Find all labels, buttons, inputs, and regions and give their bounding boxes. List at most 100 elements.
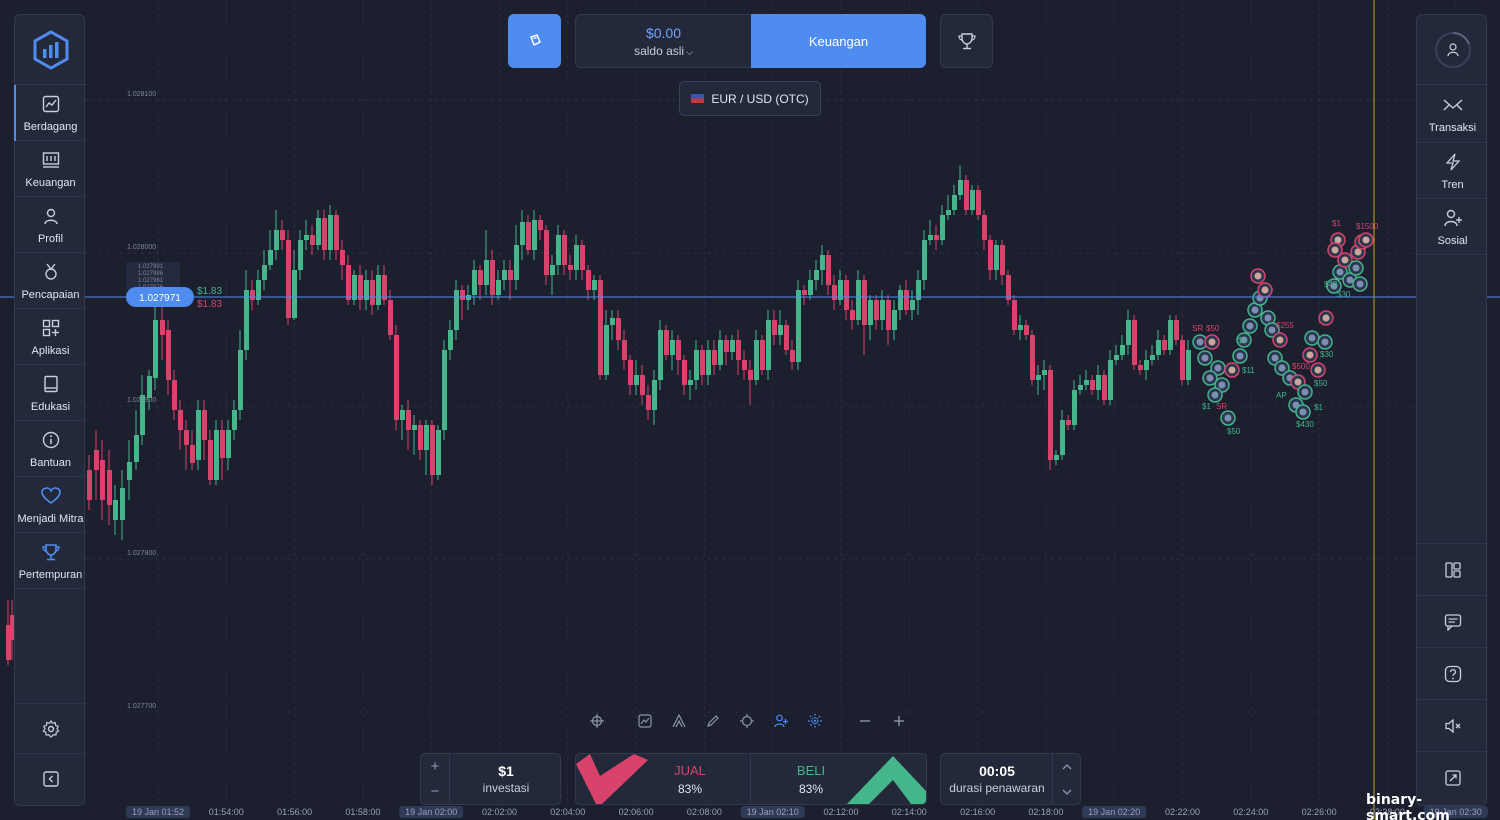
candle — [1144, 350, 1149, 380]
candle — [87, 455, 92, 510]
hot-trades-tool[interactable] — [798, 708, 832, 734]
candle — [448, 320, 453, 360]
sell-button[interactable]: JUAL 83% — [576, 754, 751, 804]
sound-toggle-button[interactable] — [1417, 699, 1488, 751]
candle — [682, 355, 687, 395]
candle — [382, 265, 387, 305]
candle — [784, 320, 789, 355]
crosshair-tool[interactable] — [580, 708, 614, 734]
tournament-button[interactable] — [940, 14, 993, 68]
buy-button[interactable]: BELI 83% — [751, 754, 926, 804]
user-profile-button[interactable] — [1417, 15, 1488, 85]
time-axis-label: 01:54:00 — [209, 807, 244, 817]
nav-bantuan[interactable]: Bantuan — [15, 421, 86, 477]
logo[interactable] — [15, 15, 86, 85]
time-axis-label: 19 Jan 02:20 — [1088, 807, 1140, 817]
wallet-button[interactable] — [508, 14, 561, 68]
candle — [358, 265, 363, 310]
candle — [730, 335, 735, 360]
trade-bubble — [1352, 276, 1368, 292]
nav-berdagang[interactable]: Berdagang — [14, 85, 86, 141]
candle — [1174, 315, 1179, 345]
candle — [1120, 335, 1125, 360]
candle — [208, 430, 213, 485]
trade-bubble-label: $30 — [1337, 290, 1351, 299]
candle — [172, 370, 177, 420]
investment-field[interactable]: $1 investasi — [482, 763, 530, 795]
crosshair-icon — [590, 714, 604, 728]
trade-bubble — [1250, 268, 1266, 284]
candle — [454, 280, 459, 340]
settings-button[interactable] — [15, 703, 86, 753]
candle — [490, 250, 495, 305]
candle — [178, 400, 183, 450]
nav-keuangan[interactable]: Keuangan — [15, 141, 86, 197]
fullscreen-button[interactable] — [1417, 751, 1488, 803]
social-trading-tool[interactable] — [764, 708, 798, 734]
collapse-sidebar-button[interactable] — [15, 753, 86, 803]
zoom-out-button[interactable] — [848, 708, 882, 734]
trade-bubble-label: $5 — [1238, 336, 1247, 345]
candle — [580, 240, 585, 280]
nav-edukasi[interactable]: Edukasi — [15, 365, 86, 421]
medal-icon — [40, 261, 62, 283]
layout-button[interactable] — [1417, 543, 1488, 595]
candle — [1180, 335, 1185, 385]
nav-menjadi-mitra[interactable]: Menjadi Mitra — [15, 477, 86, 533]
trade-bubble-label: SR — [1192, 324, 1203, 333]
duration-field[interactable]: 00:05 durasi penawaran — [949, 763, 1045, 795]
balance-selector[interactable]: $0.00 saldo asli ⌵ — [575, 14, 751, 68]
candle — [628, 355, 633, 395]
asset-selector[interactable]: EUR / USD (OTC) — [679, 81, 821, 116]
trade-bubble — [1274, 360, 1290, 376]
indicators-tool[interactable] — [662, 708, 696, 734]
help-button[interactable] — [1417, 647, 1488, 699]
trade-bubble-label: $1 — [1202, 402, 1211, 411]
trade-bubble — [1310, 362, 1326, 378]
duration-increase-button[interactable] — [1053, 754, 1081, 779]
add-user-icon — [1442, 207, 1464, 229]
price-axis-label: 1.027900 — [127, 397, 156, 404]
nav-sosial[interactable]: Sosial — [1417, 199, 1488, 255]
candle — [532, 210, 537, 260]
trade-bubble-label: SR — [1216, 402, 1227, 411]
nav-tren[interactable]: Tren — [1417, 143, 1488, 199]
trade-bubble-label: AP — [1276, 391, 1287, 400]
candle — [1168, 315, 1173, 355]
duration-decrease-button[interactable] — [1053, 779, 1081, 804]
chat-button[interactable] — [1417, 595, 1488, 647]
drawing-tool[interactable] — [696, 708, 730, 734]
trade-bubble — [1202, 370, 1218, 386]
candle — [400, 405, 405, 440]
zoom-in-button[interactable] — [882, 708, 916, 734]
nav-pertempuran[interactable]: Pertempuran — [15, 533, 86, 589]
target-tool[interactable] — [730, 708, 764, 734]
nav-pencapaian[interactable]: Pencapaian — [15, 253, 86, 309]
candle — [646, 385, 651, 420]
time-axis-label: 02:26:00 — [1302, 807, 1337, 817]
chart-type-tool[interactable] — [628, 708, 662, 734]
price-axis: 1.028100 1.028000 1.027900 1.027800 1.027700 — [127, 91, 156, 710]
nav-transaksi[interactable]: Transaksi — [1417, 85, 1488, 143]
trade-bubble — [1197, 350, 1213, 366]
candle — [184, 420, 189, 470]
candle — [113, 485, 118, 535]
candle — [502, 260, 507, 290]
collapse-icon — [42, 770, 59, 787]
time-axis-label: 19 Jan 02:00 — [405, 807, 457, 817]
trade-bubble — [1204, 334, 1220, 350]
candle — [850, 300, 855, 330]
candle — [147, 370, 152, 410]
finance-button[interactable]: Keuangan — [751, 14, 926, 68]
investment-increase-button[interactable]: + — [421, 754, 449, 779]
investment-decrease-button[interactable]: − — [421, 779, 449, 804]
left-sidebar: Berdagang Keuangan Profil Pencapaian Apl… — [14, 14, 86, 806]
current-price-badge: 1.027971 — [126, 287, 194, 307]
time-axis: 19 Jan 01:52 01:54:00 01:56:00 01:58:00 19 J… — [126, 806, 1488, 818]
nav-profil[interactable]: Profil — [15, 197, 86, 253]
candle — [736, 330, 741, 375]
candle — [274, 210, 279, 260]
candle — [556, 225, 561, 275]
nav-aplikasi[interactable]: Aplikasi — [15, 309, 86, 365]
